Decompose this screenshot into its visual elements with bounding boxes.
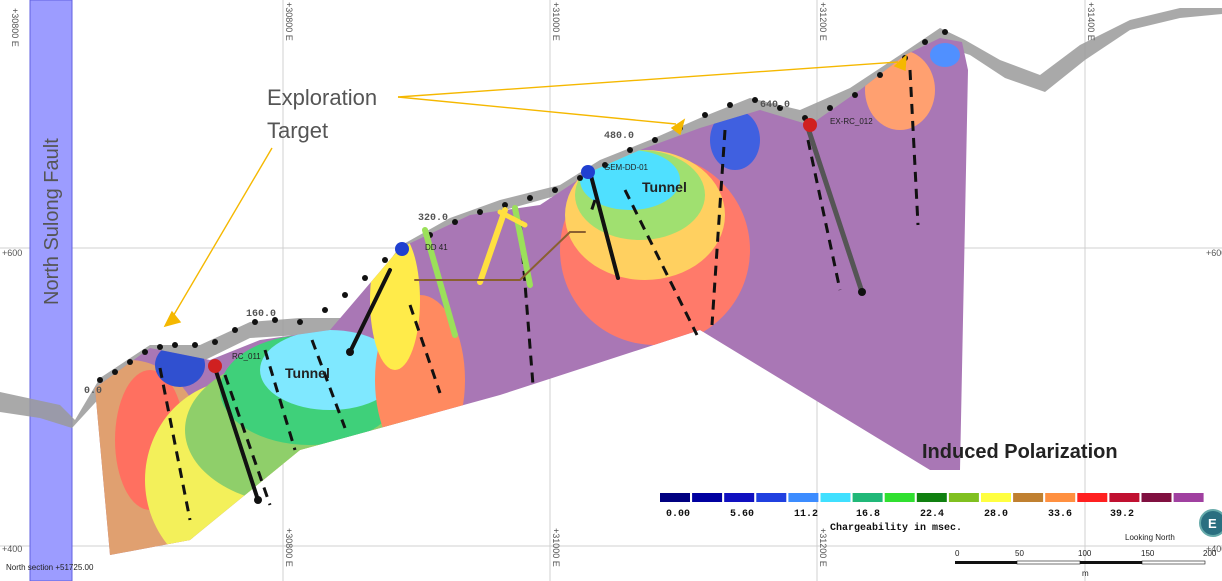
collar-gem-dd-01 <box>581 165 595 179</box>
station-label: 0.0 <box>84 386 102 397</box>
left-tick: +400 <box>2 544 22 554</box>
method-title: Induced Polarization <box>922 441 1118 463</box>
right-tick: +600 <box>1206 248 1222 258</box>
legend-swatch <box>756 493 787 502</box>
legend-swatch <box>916 493 947 502</box>
legend-swatch <box>1045 493 1076 502</box>
drillhole-label: DD 41 <box>425 243 448 252</box>
logo: E <box>1199 509 1222 537</box>
legend-swatch <box>660 493 690 502</box>
terrain-surface <box>0 8 1222 428</box>
bottom-tick: +31000 E <box>551 528 561 567</box>
target-label-line2: Target <box>267 118 328 143</box>
collar-dd41 <box>395 242 409 256</box>
target-arrows <box>163 54 907 328</box>
legend-tick: 11.2 <box>794 509 818 520</box>
drillhole-rc011 <box>213 366 260 502</box>
tunnel-label-left: Tunnel <box>285 365 330 381</box>
scale-label: 100 <box>1078 549 1092 558</box>
top-tick: +31400 E <box>1086 2 1096 41</box>
legend-tick: 39.2 <box>1110 509 1134 520</box>
legend-swatch <box>884 493 915 502</box>
chargeability-legend: 0.00 5.60 11.2 16.8 22.4 28.0 33.6 39.2 … <box>660 493 1204 534</box>
scale-label: 50 <box>1015 549 1024 558</box>
legend-title: Chargeability in msec. <box>830 522 962 534</box>
legend-tick: 0.00 <box>666 509 690 520</box>
legend-swatch <box>1109 493 1140 502</box>
legend-swatch <box>820 493 851 502</box>
legend-tick: 16.8 <box>856 509 880 520</box>
legend-swatch <box>1013 493 1044 502</box>
station-label: 320.0 <box>418 213 448 224</box>
drillholes <box>208 118 866 504</box>
survey-stations <box>97 29 948 383</box>
station-label: 160.0 <box>246 309 276 320</box>
station-label: 640.0 <box>760 100 790 111</box>
right-tick: +400 <box>1206 544 1222 554</box>
legend-swatch <box>852 493 883 502</box>
scale-label: 200 <box>1203 549 1217 558</box>
view-direction: Looking North <box>1125 533 1175 542</box>
logo-text: E <box>1208 516 1217 531</box>
bottom-tick: +30800 E <box>284 528 294 567</box>
scale-label: 0 <box>955 549 960 558</box>
legend-swatch <box>724 493 755 502</box>
legend-swatch <box>1173 493 1204 502</box>
legend-swatch <box>692 493 723 502</box>
scale-unit: m <box>1082 569 1089 578</box>
legend-tick: 33.6 <box>1048 509 1072 520</box>
top-tick: +31200 E <box>818 2 828 41</box>
section-name: North section +51725.00 <box>6 563 94 572</box>
bottom-tick: +31200 E <box>818 528 828 567</box>
drillhole-labels: RC_011 GEM-DD-01 DD 41 EX-RC_012 <box>232 117 873 361</box>
collar-rc011 <box>208 359 222 373</box>
legend-swatch <box>948 493 979 502</box>
legend-tick: 28.0 <box>984 509 1008 520</box>
drillhole-label: EX-RC_012 <box>830 117 873 126</box>
scale-label: 150 <box>1141 549 1155 558</box>
left-tick: +600 <box>2 248 22 258</box>
legend-swatch <box>788 493 819 502</box>
tunnel-label-right: Tunnel <box>642 179 687 195</box>
scale-bar: Looking North 0 50 100 150 200 m <box>955 533 1217 578</box>
drillhole-label: RC_011 <box>232 352 261 361</box>
station-labels: 0.0 160.0 320.0 480.0 640.0 <box>84 100 790 397</box>
fault-band <box>29 0 73 581</box>
drillhole-label: GEM-DD-01 <box>604 163 649 172</box>
fault-label: North Sulong Fault <box>41 138 63 305</box>
legend-swatch <box>1077 493 1108 502</box>
legend-swatches <box>660 493 1204 502</box>
collar-ex-rc012 <box>803 118 817 132</box>
top-tick: +30800 E <box>284 2 294 41</box>
legend-swatch <box>1141 493 1172 502</box>
top-tick: +31000 E <box>551 2 561 41</box>
target-label-line1: Exploration <box>267 85 377 110</box>
drillhole-tunnel-left <box>348 268 392 354</box>
legend-tick: 22.4 <box>920 509 944 520</box>
station-label: 480.0 <box>604 131 634 142</box>
interpreted-faults <box>158 69 920 521</box>
grid-tick-labels: +30800 E +31000 E +31200 E +31400 E +308… <box>2 2 1222 567</box>
left-tick: +30800 E <box>10 8 20 47</box>
legend-swatch <box>981 493 1011 502</box>
legend-tick: 5.60 <box>730 509 754 520</box>
